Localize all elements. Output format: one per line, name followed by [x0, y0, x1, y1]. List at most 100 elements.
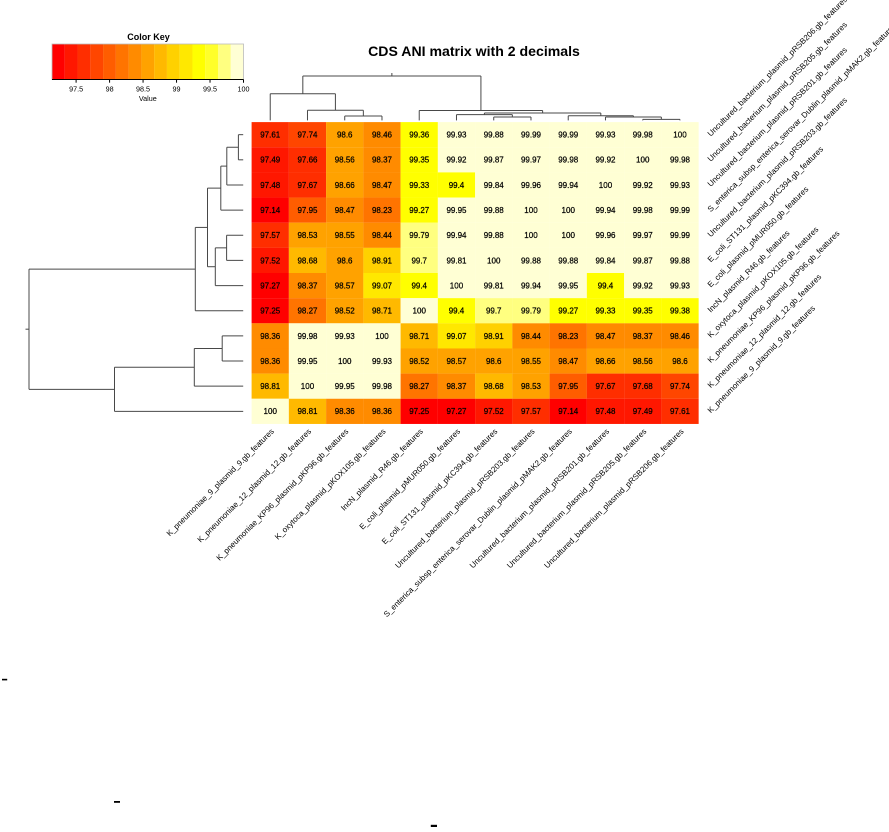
svg-text:97.52: 97.52 — [260, 256, 281, 265]
svg-text:98.6: 98.6 — [337, 131, 353, 140]
svg-text:97.57: 97.57 — [260, 231, 281, 240]
svg-text:99.93: 99.93 — [670, 281, 691, 290]
svg-text:98.47: 98.47 — [372, 181, 393, 190]
svg-text:97.49: 97.49 — [633, 407, 654, 416]
svg-text:Value: Value — [139, 94, 157, 103]
svg-text:99.35: 99.35 — [633, 307, 654, 316]
svg-text:97.74: 97.74 — [670, 382, 691, 391]
svg-text:97.57: 97.57 — [521, 407, 542, 416]
svg-text:98.56: 98.56 — [335, 156, 356, 165]
svg-text:100: 100 — [524, 206, 538, 215]
svg-text:98.81: 98.81 — [297, 407, 318, 416]
svg-text:97.5: 97.5 — [69, 84, 83, 93]
svg-text:99.88: 99.88 — [484, 131, 505, 140]
svg-text:99.99: 99.99 — [521, 131, 542, 140]
svg-text:97.48: 97.48 — [595, 407, 616, 416]
svg-text:98.37: 98.37 — [633, 332, 654, 341]
svg-text:98.52: 98.52 — [335, 307, 356, 316]
svg-text:98.68: 98.68 — [484, 382, 505, 391]
svg-text:98.91: 98.91 — [484, 332, 505, 341]
svg-text:100: 100 — [301, 382, 315, 391]
svg-text:98.68: 98.68 — [297, 256, 318, 265]
svg-text:99.07: 99.07 — [446, 332, 467, 341]
svg-text:98.56: 98.56 — [633, 357, 654, 366]
svg-text:100: 100 — [673, 131, 687, 140]
svg-text:99.35: 99.35 — [409, 156, 430, 165]
svg-text:98.53: 98.53 — [297, 231, 318, 240]
svg-text:98.47: 98.47 — [595, 332, 616, 341]
svg-text:97.61: 97.61 — [260, 131, 281, 140]
svg-text:97.14: 97.14 — [260, 206, 281, 215]
svg-text:99.99: 99.99 — [558, 131, 579, 140]
svg-text:99.94: 99.94 — [446, 231, 467, 240]
svg-text:99.07: 99.07 — [372, 281, 393, 290]
svg-text:99.5: 99.5 — [203, 84, 217, 93]
svg-text:98.57: 98.57 — [335, 281, 356, 290]
svg-text:97.61: 97.61 — [670, 407, 691, 416]
svg-text:100: 100 — [487, 256, 501, 265]
svg-text:99.88: 99.88 — [484, 206, 505, 215]
svg-text:97.49: 97.49 — [260, 156, 281, 165]
svg-text:97.74: 97.74 — [297, 131, 318, 140]
svg-text:99.88: 99.88 — [521, 256, 542, 265]
svg-text:98.55: 98.55 — [335, 231, 356, 240]
svg-text:97.67: 97.67 — [595, 382, 616, 391]
svg-text:98.71: 98.71 — [372, 307, 393, 316]
svg-text:98.5: 98.5 — [136, 84, 150, 93]
svg-text:100: 100 — [562, 231, 576, 240]
svg-text:99.98: 99.98 — [670, 156, 691, 165]
svg-text:99.4: 99.4 — [411, 281, 427, 290]
svg-text:99.95: 99.95 — [446, 206, 467, 215]
svg-text:100: 100 — [450, 281, 464, 290]
svg-text:97.68: 97.68 — [633, 382, 654, 391]
svg-text:98.36: 98.36 — [335, 407, 356, 416]
svg-text:100: 100 — [238, 84, 250, 93]
svg-text:99.7: 99.7 — [486, 307, 502, 316]
svg-text:99.94: 99.94 — [595, 206, 616, 215]
svg-text:99.99: 99.99 — [670, 231, 691, 240]
svg-text:99.33: 99.33 — [595, 307, 616, 316]
svg-text:99.4: 99.4 — [449, 181, 465, 190]
svg-text:99.87: 99.87 — [633, 256, 654, 265]
svg-text:99.93: 99.93 — [446, 131, 467, 140]
svg-text:99.98: 99.98 — [633, 206, 654, 215]
svg-text:99.88: 99.88 — [670, 256, 691, 265]
svg-text:98: 98 — [106, 84, 114, 93]
svg-text:98.53: 98.53 — [521, 382, 542, 391]
svg-text:98.6: 98.6 — [486, 357, 502, 366]
svg-text:99.81: 99.81 — [484, 281, 505, 290]
svg-text:99.95: 99.95 — [558, 281, 579, 290]
svg-text:98.36: 98.36 — [372, 407, 393, 416]
svg-text:99.27: 99.27 — [558, 307, 579, 316]
svg-text:99.79: 99.79 — [521, 307, 542, 316]
svg-text:97.27: 97.27 — [446, 407, 467, 416]
svg-text:97.67: 97.67 — [297, 181, 318, 190]
svg-text:99.79: 99.79 — [409, 231, 430, 240]
svg-text:99.84: 99.84 — [595, 256, 616, 265]
svg-text:97.25: 97.25 — [260, 307, 281, 316]
svg-text:98.23: 98.23 — [558, 332, 579, 341]
svg-text:100: 100 — [524, 231, 538, 240]
svg-text:99.36: 99.36 — [409, 131, 430, 140]
svg-text:99.94: 99.94 — [558, 181, 579, 190]
svg-text:99.93: 99.93 — [335, 332, 356, 341]
svg-text:98.44: 98.44 — [372, 231, 393, 240]
svg-text:99.92: 99.92 — [446, 156, 467, 165]
svg-text:98.66: 98.66 — [595, 357, 616, 366]
svg-text:99.93: 99.93 — [595, 131, 616, 140]
svg-text:99.99: 99.99 — [670, 206, 691, 215]
svg-text:100: 100 — [636, 156, 650, 165]
svg-text:97.25: 97.25 — [409, 407, 430, 416]
svg-text:98.27: 98.27 — [297, 307, 318, 316]
svg-text:99: 99 — [173, 84, 181, 93]
svg-text:99.95: 99.95 — [335, 382, 356, 391]
svg-text:98.47: 98.47 — [335, 206, 356, 215]
svg-text:99.87: 99.87 — [484, 156, 505, 165]
svg-text:98.36: 98.36 — [260, 332, 281, 341]
svg-text:97.27: 97.27 — [260, 281, 281, 290]
svg-text:98.37: 98.37 — [446, 382, 467, 391]
svg-text:97.66: 97.66 — [297, 156, 318, 165]
svg-text:99.93: 99.93 — [372, 357, 393, 366]
svg-text:99.4: 99.4 — [449, 307, 465, 316]
svg-text:99.98: 99.98 — [633, 131, 654, 140]
